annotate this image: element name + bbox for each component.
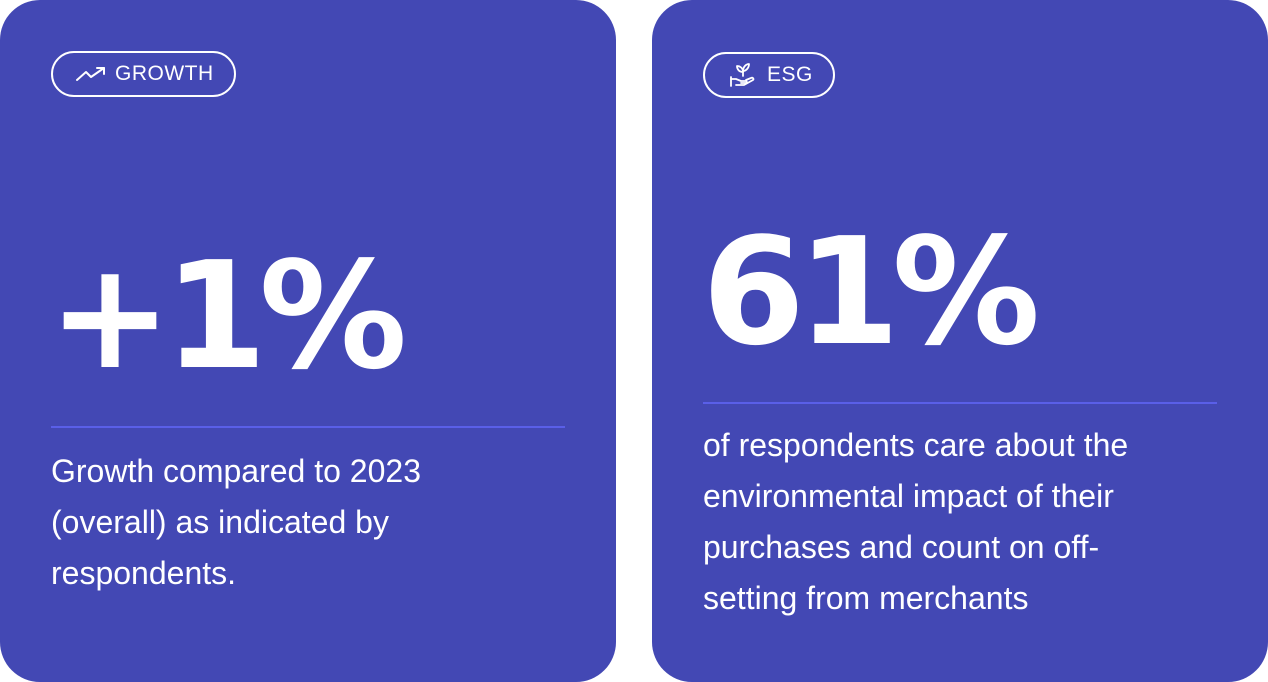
esg-tag: ESG <box>703 52 835 98</box>
growth-tag: GROWTH <box>51 51 236 97</box>
esg-tag-label: ESG <box>767 63 813 86</box>
esg-card: ESG 61% of respondents care about the en… <box>652 0 1268 682</box>
esg-description: of respondents care about the environmen… <box>703 427 1129 616</box>
growth-stat: +1% <box>48 230 407 402</box>
growth-tag-label: GROWTH <box>115 62 214 85</box>
growth-description: Growth compared to 2023 (overall) as ind… <box>51 453 421 591</box>
divider <box>703 402 1217 404</box>
trending-up-icon <box>75 64 107 84</box>
plant-in-hand-icon <box>727 63 759 87</box>
esg-stat: 61% <box>702 206 1040 378</box>
divider <box>51 426 565 428</box>
growth-card: GROWTH +1% Growth compared to 2023 (over… <box>0 0 616 682</box>
